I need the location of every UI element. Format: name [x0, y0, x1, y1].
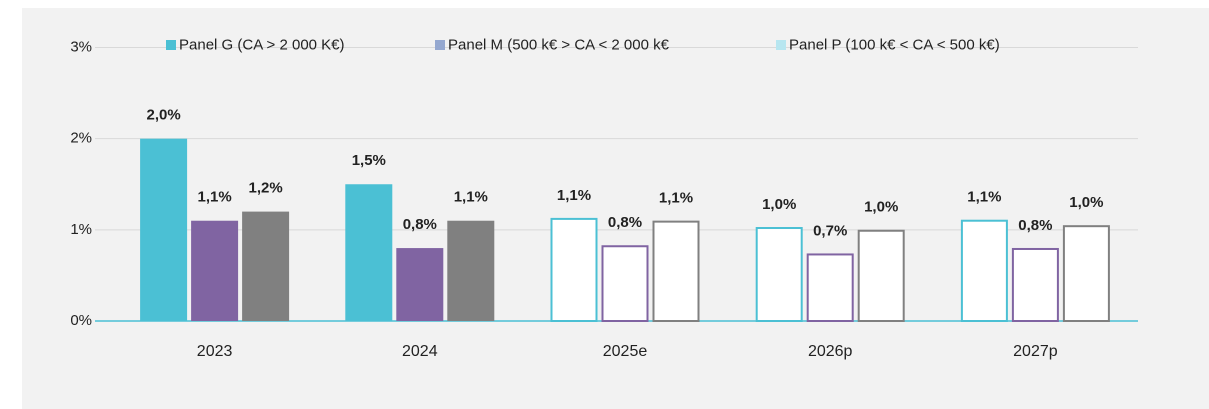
legend-swatch	[435, 40, 445, 50]
legend-label: Panel M (500 k€ > CA < 2 000 k€	[448, 36, 670, 53]
bar	[1011, 247, 1059, 322]
data-label: 1,0%	[1069, 194, 1103, 211]
x-tick-label: 2023	[197, 343, 233, 360]
chart-background	[22, 8, 1209, 409]
y-tick-label: 0%	[70, 312, 92, 329]
data-label: 1,2%	[248, 180, 282, 197]
data-label: 1,1%	[454, 189, 488, 206]
data-label: 0,8%	[608, 214, 642, 231]
data-label: 1,1%	[659, 190, 693, 207]
data-label: 2,0%	[146, 107, 180, 124]
bar	[550, 217, 598, 322]
x-tick-label: 2024	[402, 343, 438, 360]
data-label: 0,7%	[813, 222, 847, 239]
data-label: 1,1%	[197, 189, 231, 206]
y-tick-label: 2%	[70, 130, 92, 147]
data-label: 1,5%	[352, 152, 386, 169]
legend-label: Panel P (100 k€ < CA < 500 k€)	[789, 36, 1000, 53]
legend-swatch	[776, 40, 786, 50]
data-label: 0,8%	[1018, 217, 1052, 234]
data-label: 1,0%	[762, 196, 796, 213]
x-tick-label: 2026p	[808, 343, 853, 360]
data-label: 0,8%	[403, 216, 437, 233]
bar	[806, 253, 854, 322]
bar	[652, 220, 700, 322]
x-tick-label: 2027p	[1013, 343, 1058, 360]
bar	[755, 227, 803, 322]
bar	[601, 245, 649, 322]
bar	[960, 219, 1008, 322]
x-tick-label: 2025e	[603, 343, 648, 360]
legend-label: Panel G (CA > 2 000 K€)	[179, 36, 345, 53]
y-tick-label: 3%	[70, 38, 92, 55]
bar	[447, 220, 495, 321]
bar	[857, 229, 905, 322]
bar	[345, 184, 393, 321]
data-label: 1,0%	[864, 199, 898, 216]
legend-swatch	[166, 40, 176, 50]
data-label: 1,1%	[967, 189, 1001, 206]
bar	[191, 220, 239, 321]
bar	[140, 138, 188, 321]
bar	[242, 211, 290, 321]
y-tick-label: 1%	[70, 221, 92, 238]
bar	[396, 248, 444, 321]
bar	[1062, 225, 1110, 322]
data-label: 1,1%	[557, 187, 591, 204]
